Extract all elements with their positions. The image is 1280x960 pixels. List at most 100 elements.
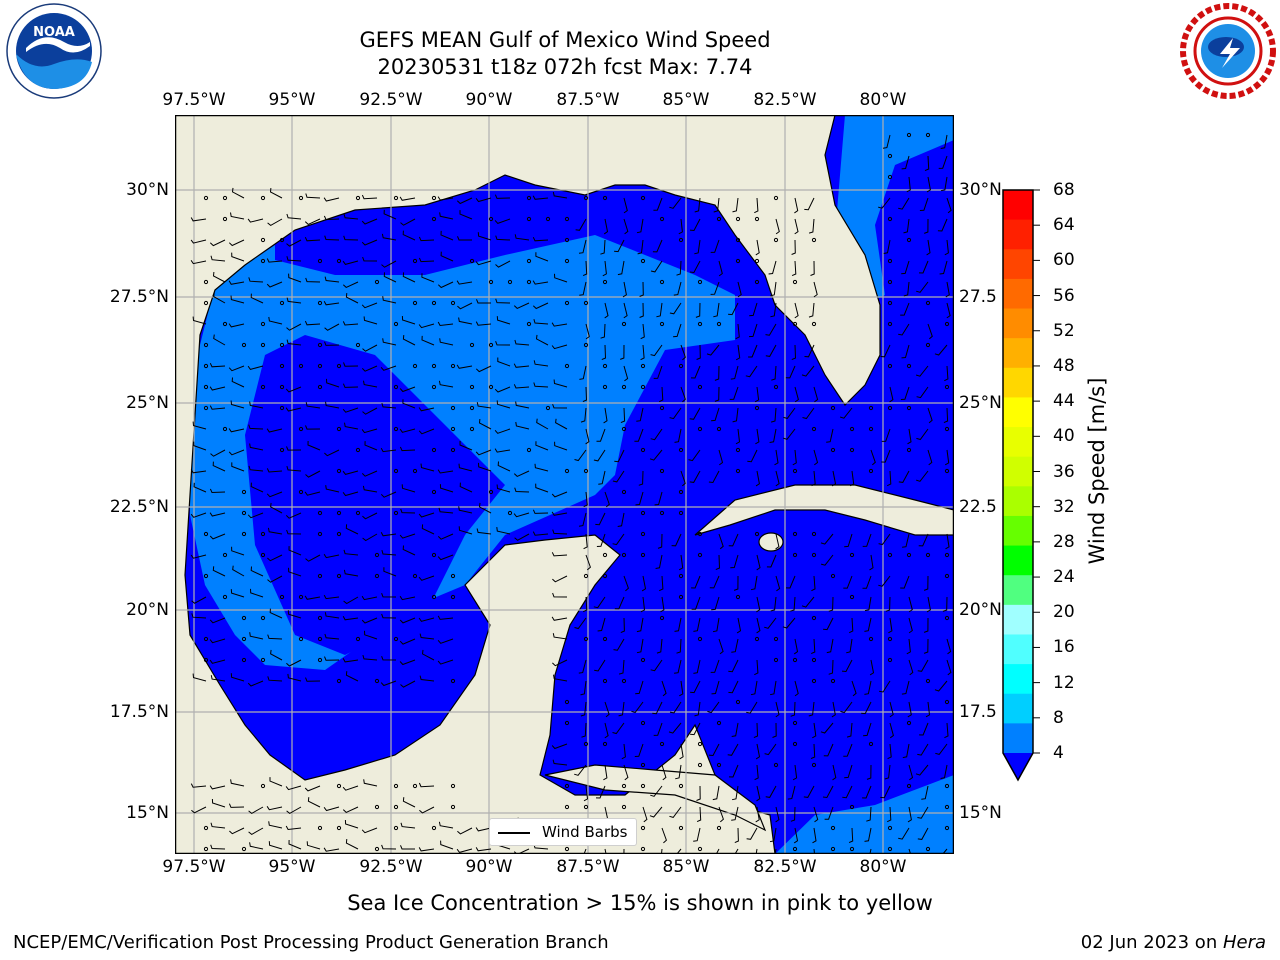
wind-barb bbox=[694, 239, 701, 255]
lon-tick-bottom: 90°W bbox=[465, 857, 513, 877]
wind-barb bbox=[362, 407, 378, 415]
wind-barb bbox=[399, 638, 416, 645]
wind-barb bbox=[915, 365, 929, 377]
wind-barb-calm bbox=[944, 825, 950, 831]
wind-barb bbox=[267, 676, 283, 682]
wind-barb bbox=[475, 449, 492, 456]
wind-barb bbox=[440, 230, 454, 241]
wind-barb bbox=[578, 659, 587, 674]
wind-barb-calm bbox=[393, 510, 399, 516]
wind-barb bbox=[634, 743, 644, 757]
wind-barb bbox=[923, 617, 929, 633]
wind-barb bbox=[828, 659, 834, 675]
wind-barb-calm bbox=[203, 195, 209, 201]
wind-barb bbox=[228, 428, 245, 433]
wind-barb bbox=[775, 575, 781, 592]
wind-barb bbox=[230, 673, 245, 682]
wind-barb bbox=[364, 630, 378, 640]
wind-barb bbox=[248, 806, 264, 815]
colorbar-tick-label: 12 bbox=[1053, 672, 1075, 693]
wind-barb bbox=[693, 659, 701, 674]
wind-barb bbox=[839, 407, 853, 419]
wind-barb-calm bbox=[640, 846, 646, 852]
wind-barb bbox=[267, 634, 283, 640]
wind-barb-calm bbox=[260, 237, 266, 243]
wind-barb-calm bbox=[849, 594, 855, 600]
wind-barb-calm bbox=[887, 321, 893, 327]
wind-barb-calm bbox=[203, 279, 209, 285]
wind-barb-calm bbox=[203, 825, 209, 831]
wind-barb bbox=[612, 533, 625, 546]
wind-barb bbox=[210, 844, 226, 850]
wind-barb bbox=[878, 197, 891, 209]
wind-barb bbox=[381, 593, 397, 598]
wind-barb bbox=[437, 281, 454, 289]
nws-logo bbox=[1180, 3, 1276, 99]
wind-barb bbox=[676, 638, 682, 654]
wind-barb bbox=[636, 218, 644, 234]
wind-barb-calm bbox=[241, 846, 247, 852]
wind-barb bbox=[380, 447, 397, 453]
wind-barb bbox=[766, 554, 777, 568]
wind-barb-calm bbox=[697, 846, 703, 852]
wind-barb bbox=[794, 386, 799, 403]
wind-barb bbox=[552, 191, 568, 199]
wind-barb-calm bbox=[792, 741, 798, 747]
wind-barb-calm bbox=[469, 258, 475, 264]
wind-barb bbox=[886, 806, 892, 823]
wind-barb bbox=[595, 512, 606, 526]
wind-barb bbox=[267, 554, 283, 562]
wind-barb bbox=[440, 251, 454, 262]
wind-barb bbox=[230, 779, 245, 787]
wind-barb bbox=[343, 213, 359, 220]
wind-barb bbox=[747, 449, 758, 463]
wind-barb-calm bbox=[621, 489, 627, 495]
wind-barb bbox=[736, 617, 742, 634]
wind-barb bbox=[728, 302, 739, 316]
wind-barb bbox=[878, 533, 891, 546]
wind-barb-calm bbox=[336, 363, 342, 369]
wind-barb bbox=[946, 302, 951, 319]
wind-barb bbox=[418, 847, 435, 852]
wind-barb-calm bbox=[868, 636, 874, 642]
wind-barb-calm bbox=[716, 321, 722, 327]
wind-barb bbox=[636, 638, 644, 654]
wind-barb-calm bbox=[393, 636, 399, 642]
wind-barb-calm bbox=[697, 552, 703, 558]
wind-barb bbox=[402, 399, 416, 409]
wind-barb-calm bbox=[279, 342, 285, 348]
wind-barb bbox=[191, 596, 207, 604]
wind-barb bbox=[689, 407, 701, 420]
wind-barb bbox=[399, 446, 416, 452]
colorbar-tick-label: 8 bbox=[1053, 707, 1064, 728]
wind-barb bbox=[228, 449, 245, 456]
wind-barb-calm bbox=[640, 531, 646, 537]
wind-barb-calm bbox=[431, 447, 437, 453]
wind-barb-calm bbox=[203, 363, 209, 369]
wind-barb bbox=[323, 847, 340, 852]
wind-barb bbox=[551, 322, 568, 327]
wind-barb bbox=[419, 806, 435, 814]
wind-barb bbox=[603, 764, 608, 781]
wind-barb bbox=[475, 847, 492, 852]
wind-barb bbox=[192, 673, 207, 682]
wind-barb bbox=[906, 638, 911, 655]
wind-barb-calm bbox=[830, 573, 836, 579]
wind-barb-calm bbox=[697, 762, 703, 768]
wind-barb bbox=[794, 680, 799, 697]
colorbar-segment bbox=[1003, 219, 1033, 250]
wind-barb-calm bbox=[640, 258, 646, 264]
wind-barb bbox=[804, 344, 815, 358]
wind-barb bbox=[731, 806, 739, 821]
wind-barb bbox=[324, 323, 340, 331]
colorbar-tick-label: 44 bbox=[1053, 391, 1075, 412]
wind-barb bbox=[943, 407, 949, 424]
wind-barb bbox=[794, 302, 799, 319]
wind-barb-calm bbox=[830, 825, 836, 831]
wind-barb bbox=[583, 533, 588, 550]
wind-barb bbox=[580, 701, 587, 717]
wind-barb bbox=[604, 722, 609, 739]
wind-barb bbox=[421, 273, 435, 283]
wind-barb-calm bbox=[640, 552, 646, 558]
wind-barb-calm bbox=[925, 552, 931, 558]
